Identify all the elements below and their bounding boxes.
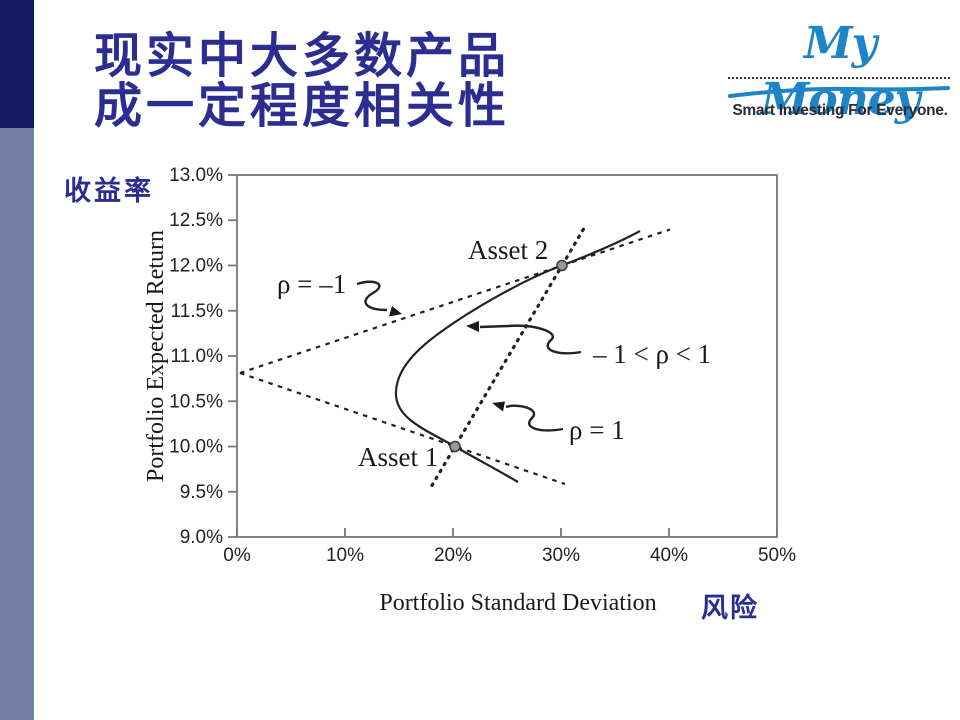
logo-tagline: Smart Investing For Everyone.: [732, 102, 948, 119]
portfolio-correlation-chart: 13.0% 12.5% 12.0% 11.5% 11.0% 10.5% 10.0…: [143, 165, 796, 616]
title-line-2: 成一定程度相关性: [94, 80, 511, 133]
y-tick-label: 9.0%: [180, 527, 223, 548]
x-tick-label: 0%: [223, 545, 251, 566]
annotation-rho-range: – 1 < ρ < 1: [592, 339, 711, 369]
slide-title: 现实中大多数产品 成一定程度相关性: [94, 32, 510, 132]
squiggle-arrow-rho-minus1-icon: [356, 280, 388, 312]
annotation-arrows: [356, 280, 582, 432]
x-axis-ticks: [236, 528, 778, 537]
squiggle-arrow-rho-1-icon: [505, 404, 564, 432]
x-tick-label: 50%: [758, 545, 796, 566]
logo-swoosh-icon: [728, 86, 950, 98]
asset2-label: Asset 2: [468, 235, 548, 265]
y-axis-title: Portfolio Expected Return: [143, 230, 169, 482]
y-tick-label: 11.0%: [171, 346, 224, 367]
arrow-head-icon: [389, 306, 402, 317]
y-tick-label: 11.5%: [171, 301, 224, 322]
asset2-point: [556, 259, 568, 272]
y-tick-label: 10.5%: [169, 391, 223, 412]
arrow-heads: [389, 306, 505, 412]
logo-dotted-rule: [728, 77, 950, 79]
left-accent-bar-top: [0, 0, 34, 128]
y-tick-label: 12.5%: [169, 210, 223, 231]
x-axis-title: Portfolio Standard Deviation: [379, 590, 656, 616]
y-tick-label: 12.0%: [169, 256, 223, 277]
logo: My Money Smart Investing For Everyone.: [726, 16, 954, 132]
brand-wordmark: My Money: [760, 18, 921, 125]
return-caption-cn: 收益率: [64, 176, 154, 206]
line-rho-minus1-lower: [239, 371, 566, 486]
y-tick-label: 9.5%: [180, 482, 223, 503]
asset1-label: Asset 1: [358, 442, 438, 472]
annotation-rho-minus1: ρ = –1: [277, 269, 346, 299]
y-axis-ticks: [228, 174, 237, 538]
asset1-point: [449, 440, 461, 453]
x-tick-label: 20%: [434, 545, 472, 566]
left-accent-bar-bottom: [0, 128, 34, 720]
arrow-head-icon: [466, 321, 479, 332]
arrow-head-icon: [492, 401, 505, 412]
y-tick-label: 10.0%: [169, 437, 223, 458]
squiggle-arrow-rho-range-icon: [479, 324, 582, 355]
title-line-1: 现实中大多数产品: [94, 30, 511, 83]
x-tick-label: 40%: [650, 545, 688, 566]
y-tick-label: 13.0%: [169, 165, 223, 186]
x-tick-label: 10%: [326, 545, 364, 566]
x-tick-label: 30%: [542, 545, 580, 566]
risk-caption-cn: 风险: [701, 593, 759, 623]
annotation-rho-1: ρ = 1: [569, 415, 625, 445]
